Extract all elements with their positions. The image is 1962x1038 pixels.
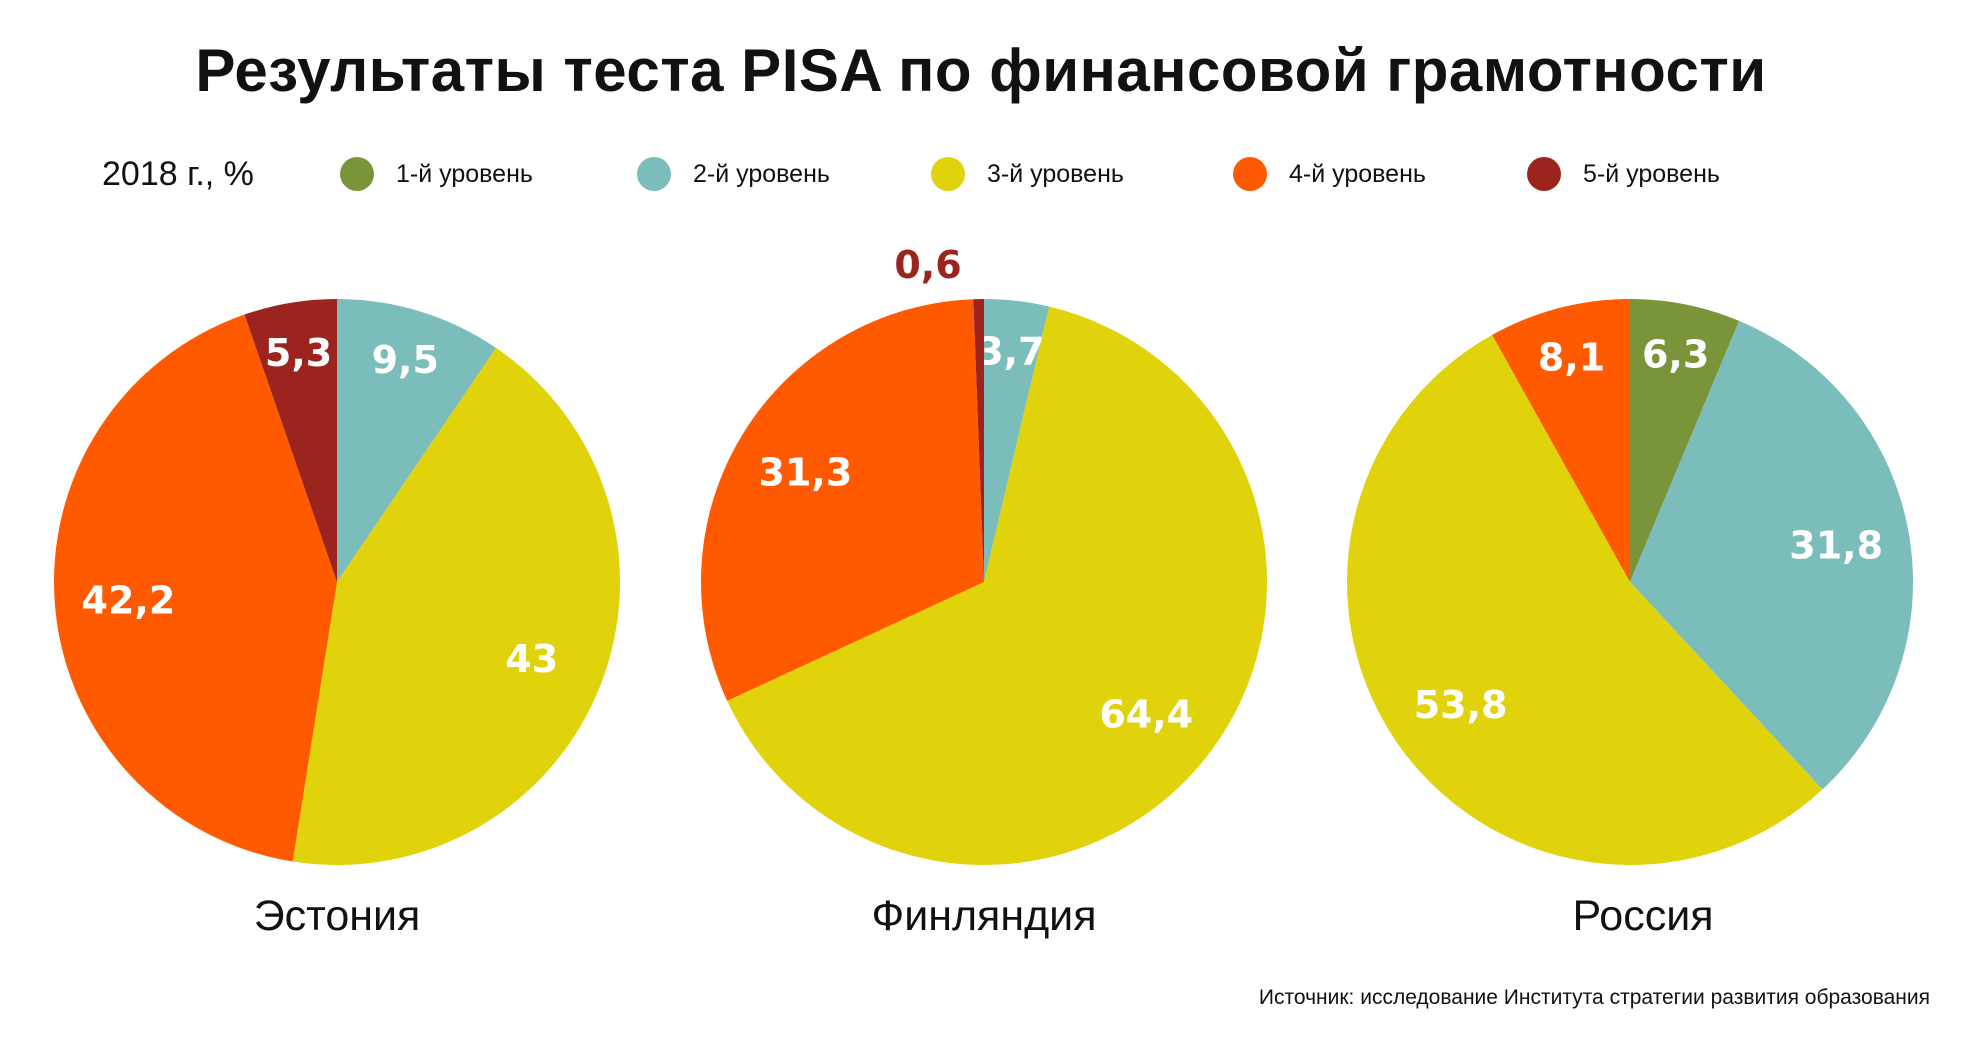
legend-item-level-2: 2-й уровень [637,154,830,194]
pie-slice-russia-l1 [1630,299,1740,582]
data-label-finland-l4: 31,3 [759,451,853,495]
legend-label: 3-й уровень [987,159,1124,188]
legend-dot [340,157,374,191]
legend-year-unit: 2018 г., % [102,155,254,193]
pie-slice-russia-l3 [1346,334,1823,866]
pie-slice-estonia-l4 [54,314,338,862]
legend: 2018 г., % 1-й уровень 2-й уровень 3-й у… [102,154,1902,194]
pie-title-russia: Россия [1572,892,1714,940]
legend-label: 1-й уровень [396,159,533,188]
pie-slice-estonia-l2 [337,299,497,582]
data-label-estonia-l3: 43 [505,637,558,681]
legend-label: 4-й уровень [1289,159,1426,188]
data-label-russia-l4: 8,1 [1538,335,1605,379]
legend-dot [931,157,965,191]
pie-slice-finland-l3 [727,306,1267,866]
pie-slice-finland-l4 [701,299,984,701]
pie-slice-finland-l5 [973,299,984,582]
legend-item-level-4: 4-й уровень [1233,154,1426,194]
pie-slice-estonia-l5 [244,299,337,582]
data-label-estonia-l4: 42,2 [82,578,176,622]
legend-dot [1527,157,1561,191]
data-label-russia-l1: 6,3 [1642,332,1709,376]
data-label-finland-l5: 0,6 [894,243,961,287]
data-label-finland-l2: 3,7 [977,330,1044,374]
legend-label: 2-й уровень [693,159,830,188]
source-note: Источник: исследование Института стратег… [1258,986,1930,1009]
pie-slice-russia-l2 [1630,320,1914,790]
legend-item-level-5: 5-й уровень [1527,154,1720,194]
pie-slice-russia-l4 [1492,299,1630,582]
legend-label: 5-й уровень [1583,159,1720,188]
legend-dot [637,157,671,191]
data-label-estonia-l5: 5,3 [265,331,332,375]
chart-title: Результаты теста PISA по финансовой грам… [195,37,1767,104]
data-label-russia-l2: 31,8 [1789,523,1883,567]
pie-slice-estonia-l3 [292,347,621,866]
data-label-estonia-l2: 9,5 [372,338,439,382]
pie-title-finland: Финляндия [871,892,1097,940]
legend-item-level-1: 1-й уровень [340,154,533,194]
data-label-russia-l3: 53,8 [1414,683,1508,727]
data-label-finland-l3: 64,4 [1099,692,1193,736]
legend-dot [1233,157,1267,191]
pie-title-estonia: Эстония [253,892,421,940]
legend-item-level-3: 3-й уровень [931,154,1124,194]
pie-slice-finland-l2 [984,299,1050,582]
